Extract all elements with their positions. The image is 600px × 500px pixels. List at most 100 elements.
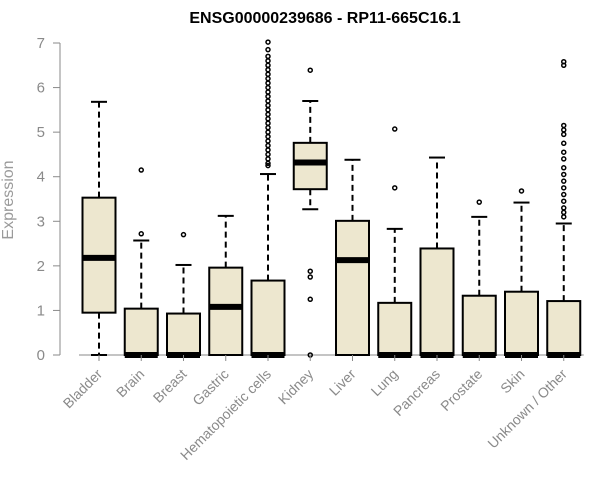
- x-tick-label: Pancreas: [390, 366, 443, 419]
- outlier-point: [307, 268, 313, 274]
- outlier-point: [561, 140, 567, 147]
- outlier-point: [265, 120, 271, 126]
- y-tick-label: 1: [37, 302, 45, 319]
- box: [546, 300, 582, 356]
- outlier-point: [265, 75, 271, 82]
- box: [208, 266, 244, 357]
- box-group: [208, 214, 244, 357]
- y-tick-label: 4: [37, 169, 45, 186]
- outlier-point: [265, 93, 271, 100]
- outlier-point: [561, 127, 567, 133]
- box-group: [377, 126, 413, 358]
- outlier-point: [561, 178, 567, 184]
- outlier-point: [265, 147, 271, 153]
- x-tick-label: Breast: [150, 366, 190, 406]
- outlier-point: [265, 142, 271, 149]
- outlier-point: [138, 231, 144, 237]
- outlier-point: [265, 102, 271, 109]
- outlier-point: [265, 84, 271, 91]
- outlier-point: [561, 171, 567, 178]
- box: [504, 290, 539, 356]
- outlier-point: [265, 133, 271, 140]
- y-tick-label: 6: [37, 80, 45, 97]
- outlier-point: [307, 67, 313, 73]
- x-tick-label: Lung: [368, 366, 401, 399]
- x-tick-label: Prostate: [437, 366, 485, 414]
- outlier-point: [265, 53, 271, 60]
- outlier-point: [265, 138, 271, 144]
- box-group: [81, 100, 117, 356]
- box-group: [166, 231, 201, 358]
- box-group: [250, 39, 286, 358]
- outlier-point: [307, 296, 313, 303]
- x-tick-label: Unknown / Other: [484, 366, 570, 452]
- box: [335, 219, 370, 356]
- x-tick-label: Brain: [113, 366, 147, 400]
- outlier-point: [265, 98, 271, 104]
- box: [250, 279, 286, 356]
- outlier-point: [265, 39, 271, 45]
- outlier-point: [561, 165, 567, 171]
- box-group: [546, 58, 582, 358]
- box: [292, 141, 328, 191]
- outlier-point: [265, 124, 271, 131]
- box-group: [504, 188, 539, 358]
- box-group: [461, 199, 497, 358]
- outlier-point: [265, 116, 271, 122]
- box: [123, 307, 159, 357]
- y-axis-label: Expression: [0, 160, 17, 239]
- outlier-point: [561, 122, 567, 129]
- box-group: [123, 167, 159, 358]
- outlier-point: [265, 151, 271, 158]
- outlier-point: [265, 129, 271, 135]
- y-tick-label: 0: [37, 347, 45, 364]
- x-tick-label: Liver: [326, 366, 359, 399]
- box-group: [419, 156, 455, 358]
- y-tick-label: 3: [37, 213, 45, 230]
- outlier-point: [518, 188, 525, 194]
- outlier-point: [392, 185, 398, 191]
- outlier-point: [265, 71, 271, 77]
- y-tick-label: 7: [37, 35, 45, 52]
- outlier-point: [265, 80, 271, 86]
- outlier-point: [265, 66, 271, 73]
- outlier-point: [561, 191, 567, 198]
- outlier-point: [180, 231, 187, 238]
- outlier-point: [265, 58, 271, 64]
- outlier-point: [392, 126, 398, 132]
- outlier-point: [561, 185, 567, 191]
- y-tick-label: 2: [37, 258, 45, 275]
- outlier-point: [265, 156, 271, 162]
- box-group: [335, 158, 370, 356]
- outlier-point: [561, 198, 567, 204]
- outlier-point: [561, 131, 567, 138]
- y-tick-label: 5: [37, 124, 45, 141]
- outlier-point: [307, 274, 313, 280]
- box: [461, 294, 497, 356]
- y-axis: 0 1 2 3 4 5 6 7: [37, 35, 584, 364]
- outlier-point: [265, 107, 271, 113]
- outlier-point: [561, 214, 567, 220]
- outlier-point: [561, 156, 567, 162]
- outlier-point: [561, 209, 567, 216]
- outlier-point: [476, 199, 482, 205]
- outlier-point: [265, 62, 271, 69]
- outlier-point: [561, 205, 567, 211]
- plot-area: [81, 39, 582, 358]
- x-tick-label: Kidney: [275, 366, 317, 408]
- x-tick-label: Skin: [497, 366, 528, 397]
- box: [166, 312, 201, 357]
- outlier-point: [561, 149, 567, 155]
- chart-title: ENSG00000239686 - RP11-665C16.1: [189, 10, 460, 27]
- outlier-point: [265, 89, 271, 95]
- box: [377, 301, 413, 357]
- outlier-point: [138, 167, 144, 173]
- outlier-point: [265, 111, 271, 118]
- outlier-point: [265, 46, 271, 53]
- box: [419, 247, 455, 356]
- x-tick-label: Bladder: [60, 366, 106, 412]
- outlier-point: [561, 58, 567, 65]
- outlier-point: [265, 162, 271, 169]
